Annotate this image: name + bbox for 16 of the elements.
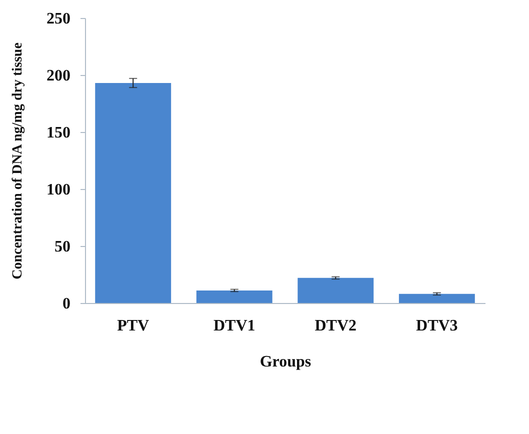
y-tick-label: 200 — [46, 68, 70, 84]
y-tick-label: 50 — [54, 238, 70, 256]
x-tick-label: DTV2 — [314, 318, 357, 334]
bar — [196, 290, 272, 303]
bar — [95, 82, 172, 303]
x-axis-title: Groups — [260, 354, 312, 370]
y-tick-label: 150 — [46, 124, 70, 142]
y-tick-label: 250 — [46, 10, 70, 28]
y-axis-title: Concentration of DNA ng/mg dry tissue — [10, 42, 26, 280]
x-tick-label: DTV3 — [416, 318, 458, 334]
x-tick-label: DTV1 — [213, 318, 256, 334]
y-tick-label: 0 — [62, 296, 70, 312]
y-tick-label: 100 — [46, 182, 70, 198]
x-tick-label: PTV — [117, 318, 150, 334]
bar — [298, 278, 374, 303]
bar — [398, 294, 475, 303]
